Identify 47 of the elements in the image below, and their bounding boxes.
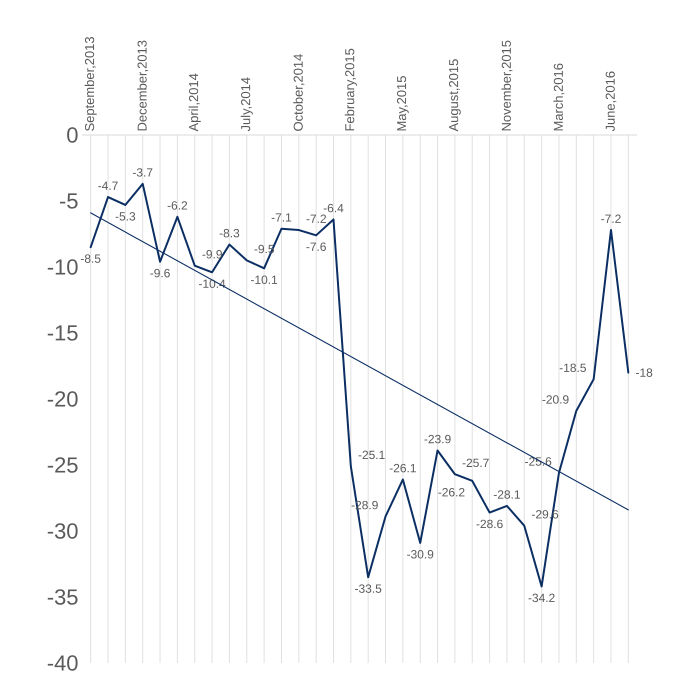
data-label: -7.6 — [306, 242, 326, 251]
data-label: -33.5 — [355, 584, 382, 593]
data-label: -3.7 — [132, 168, 152, 177]
data-label: -18 — [636, 368, 652, 377]
data-label: -20.9 — [542, 395, 569, 404]
x-tick-label: May,2015 — [396, 76, 409, 130]
data-label: -9.9 — [202, 250, 222, 258]
data-label: -8.3 — [220, 228, 240, 238]
x-tick-label: February,2015 — [344, 48, 357, 130]
data-label: -5.3 — [116, 212, 136, 221]
x-tick-label: March,2016 — [553, 64, 564, 130]
y-tick-label: -10 — [48, 259, 78, 275]
data-label: -34.2 — [528, 594, 555, 602]
y-tick-label: -30 — [48, 523, 78, 539]
x-tick-label: December,2013 — [137, 40, 148, 130]
data-label: -8.5 — [80, 254, 100, 263]
data-label: -18.5 — [560, 364, 586, 372]
data-label: -6.4 — [324, 204, 344, 212]
x-tick-label: August,2015 — [449, 59, 461, 132]
data-label: -7.1 — [272, 213, 292, 222]
data-label: -25.7 — [462, 458, 489, 468]
data-label: -28.6 — [476, 520, 503, 528]
data-label: -28.1 — [494, 490, 520, 499]
y-tick-label: 0 — [67, 127, 78, 143]
data-label: -25.1 — [358, 450, 385, 460]
y-tick-label: -20 — [48, 391, 78, 407]
y-tick-label: -15 — [48, 325, 78, 341]
data-label: -26.2 — [438, 488, 464, 496]
y-tick-label: -40 — [48, 655, 78, 671]
y-tick-label: -35 — [48, 589, 78, 605]
data-label: -6.2 — [168, 201, 188, 210]
data-label: -7.2 — [306, 214, 326, 223]
data-label: -10.1 — [251, 275, 278, 284]
y-tick-label: -5 — [60, 193, 78, 209]
x-tick-label: September,2013 — [84, 37, 97, 131]
data-label: -7.2 — [601, 214, 621, 223]
data-label: -30.9 — [407, 550, 434, 559]
x-tick-label: October,2014 — [293, 54, 304, 131]
x-tick-label: November,2015 — [501, 40, 512, 130]
x-tick-label: July,2014 — [240, 77, 253, 132]
data-label: -26.1 — [390, 464, 416, 472]
x-tick-label: April,2014 — [188, 74, 201, 132]
data-label: -9.6 — [150, 268, 170, 278]
x-tick-label: June,2016 — [606, 72, 616, 132]
data-label: -23.9 — [424, 434, 451, 444]
y-tick-label: -25 — [48, 457, 78, 473]
data-label: -4.7 — [98, 182, 118, 190]
